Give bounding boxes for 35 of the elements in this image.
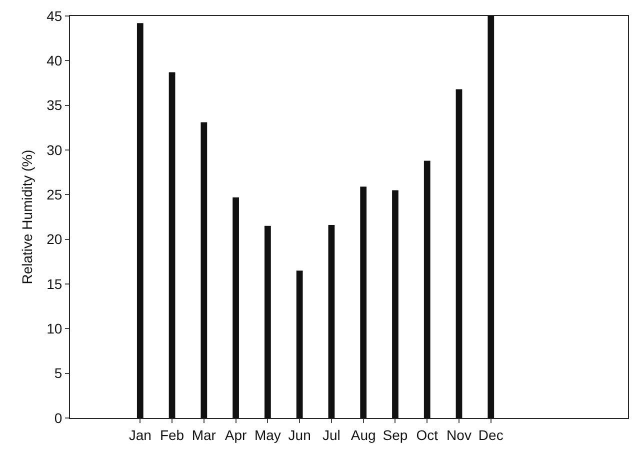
bar <box>456 89 462 418</box>
bar <box>392 190 398 418</box>
x-tick-label: Feb <box>160 426 184 443</box>
y-tick-label: 35 <box>46 97 62 114</box>
y-axis-title: Relative Humidity (%) <box>19 150 35 284</box>
x-tick-label: Jun <box>288 426 311 443</box>
y-tick-label: 0 <box>54 410 62 426</box>
y-tick-label: 45 <box>46 8 62 24</box>
y-tick-label: 20 <box>46 231 62 248</box>
y-tick-label: 10 <box>46 320 62 337</box>
bar <box>200 122 208 418</box>
x-tick-label: Oct <box>416 426 438 443</box>
x-tick-label: Jan <box>128 426 152 443</box>
bar <box>328 225 335 418</box>
x-tick-label: Aug <box>350 426 376 443</box>
x-tick-label: Mar <box>192 426 216 443</box>
x-tick-label: Sep <box>382 426 408 443</box>
y-tick-label: 30 <box>46 142 62 158</box>
x-tick-label: Jul <box>322 426 340 443</box>
bar <box>296 270 303 418</box>
x-tick-label: Apr <box>224 426 248 443</box>
y-tick-label: 5 <box>54 365 62 382</box>
bar <box>424 160 430 418</box>
bar <box>488 16 494 418</box>
y-tick-label: 40 <box>46 52 62 69</box>
bar <box>232 197 239 418</box>
x-tick-label: Dec <box>478 426 504 443</box>
y-tick-label: 25 <box>46 186 62 203</box>
bar <box>168 72 176 418</box>
x-tick-label: Nov <box>446 426 472 443</box>
bar <box>360 186 367 418</box>
x-tick-label: May <box>254 426 281 443</box>
bar <box>136 23 144 418</box>
bar <box>264 226 271 418</box>
y-tick-label: 15 <box>46 276 62 292</box>
